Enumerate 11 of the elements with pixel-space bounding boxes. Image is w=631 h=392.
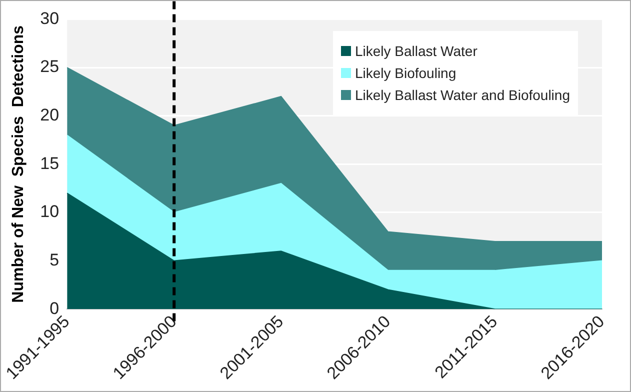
y-axis-title: Number of New Species Detections: [10, 25, 28, 303]
y-tick-label: 30: [40, 8, 60, 28]
y-tick-label: 10: [40, 202, 60, 222]
y-tick-label: 25: [40, 57, 60, 76]
legend-label: Likely Ballast Water: [354, 43, 478, 59]
y-tick-label: 5: [50, 250, 60, 270]
legend-label: Likely Ballast Water and Biofouling: [354, 87, 570, 103]
legend-label: Likely Biofouling: [354, 65, 456, 81]
y-tick-label: 0: [50, 298, 60, 318]
y-tick-label: 15: [40, 154, 60, 173]
y-tick-label: 20: [40, 106, 60, 125]
